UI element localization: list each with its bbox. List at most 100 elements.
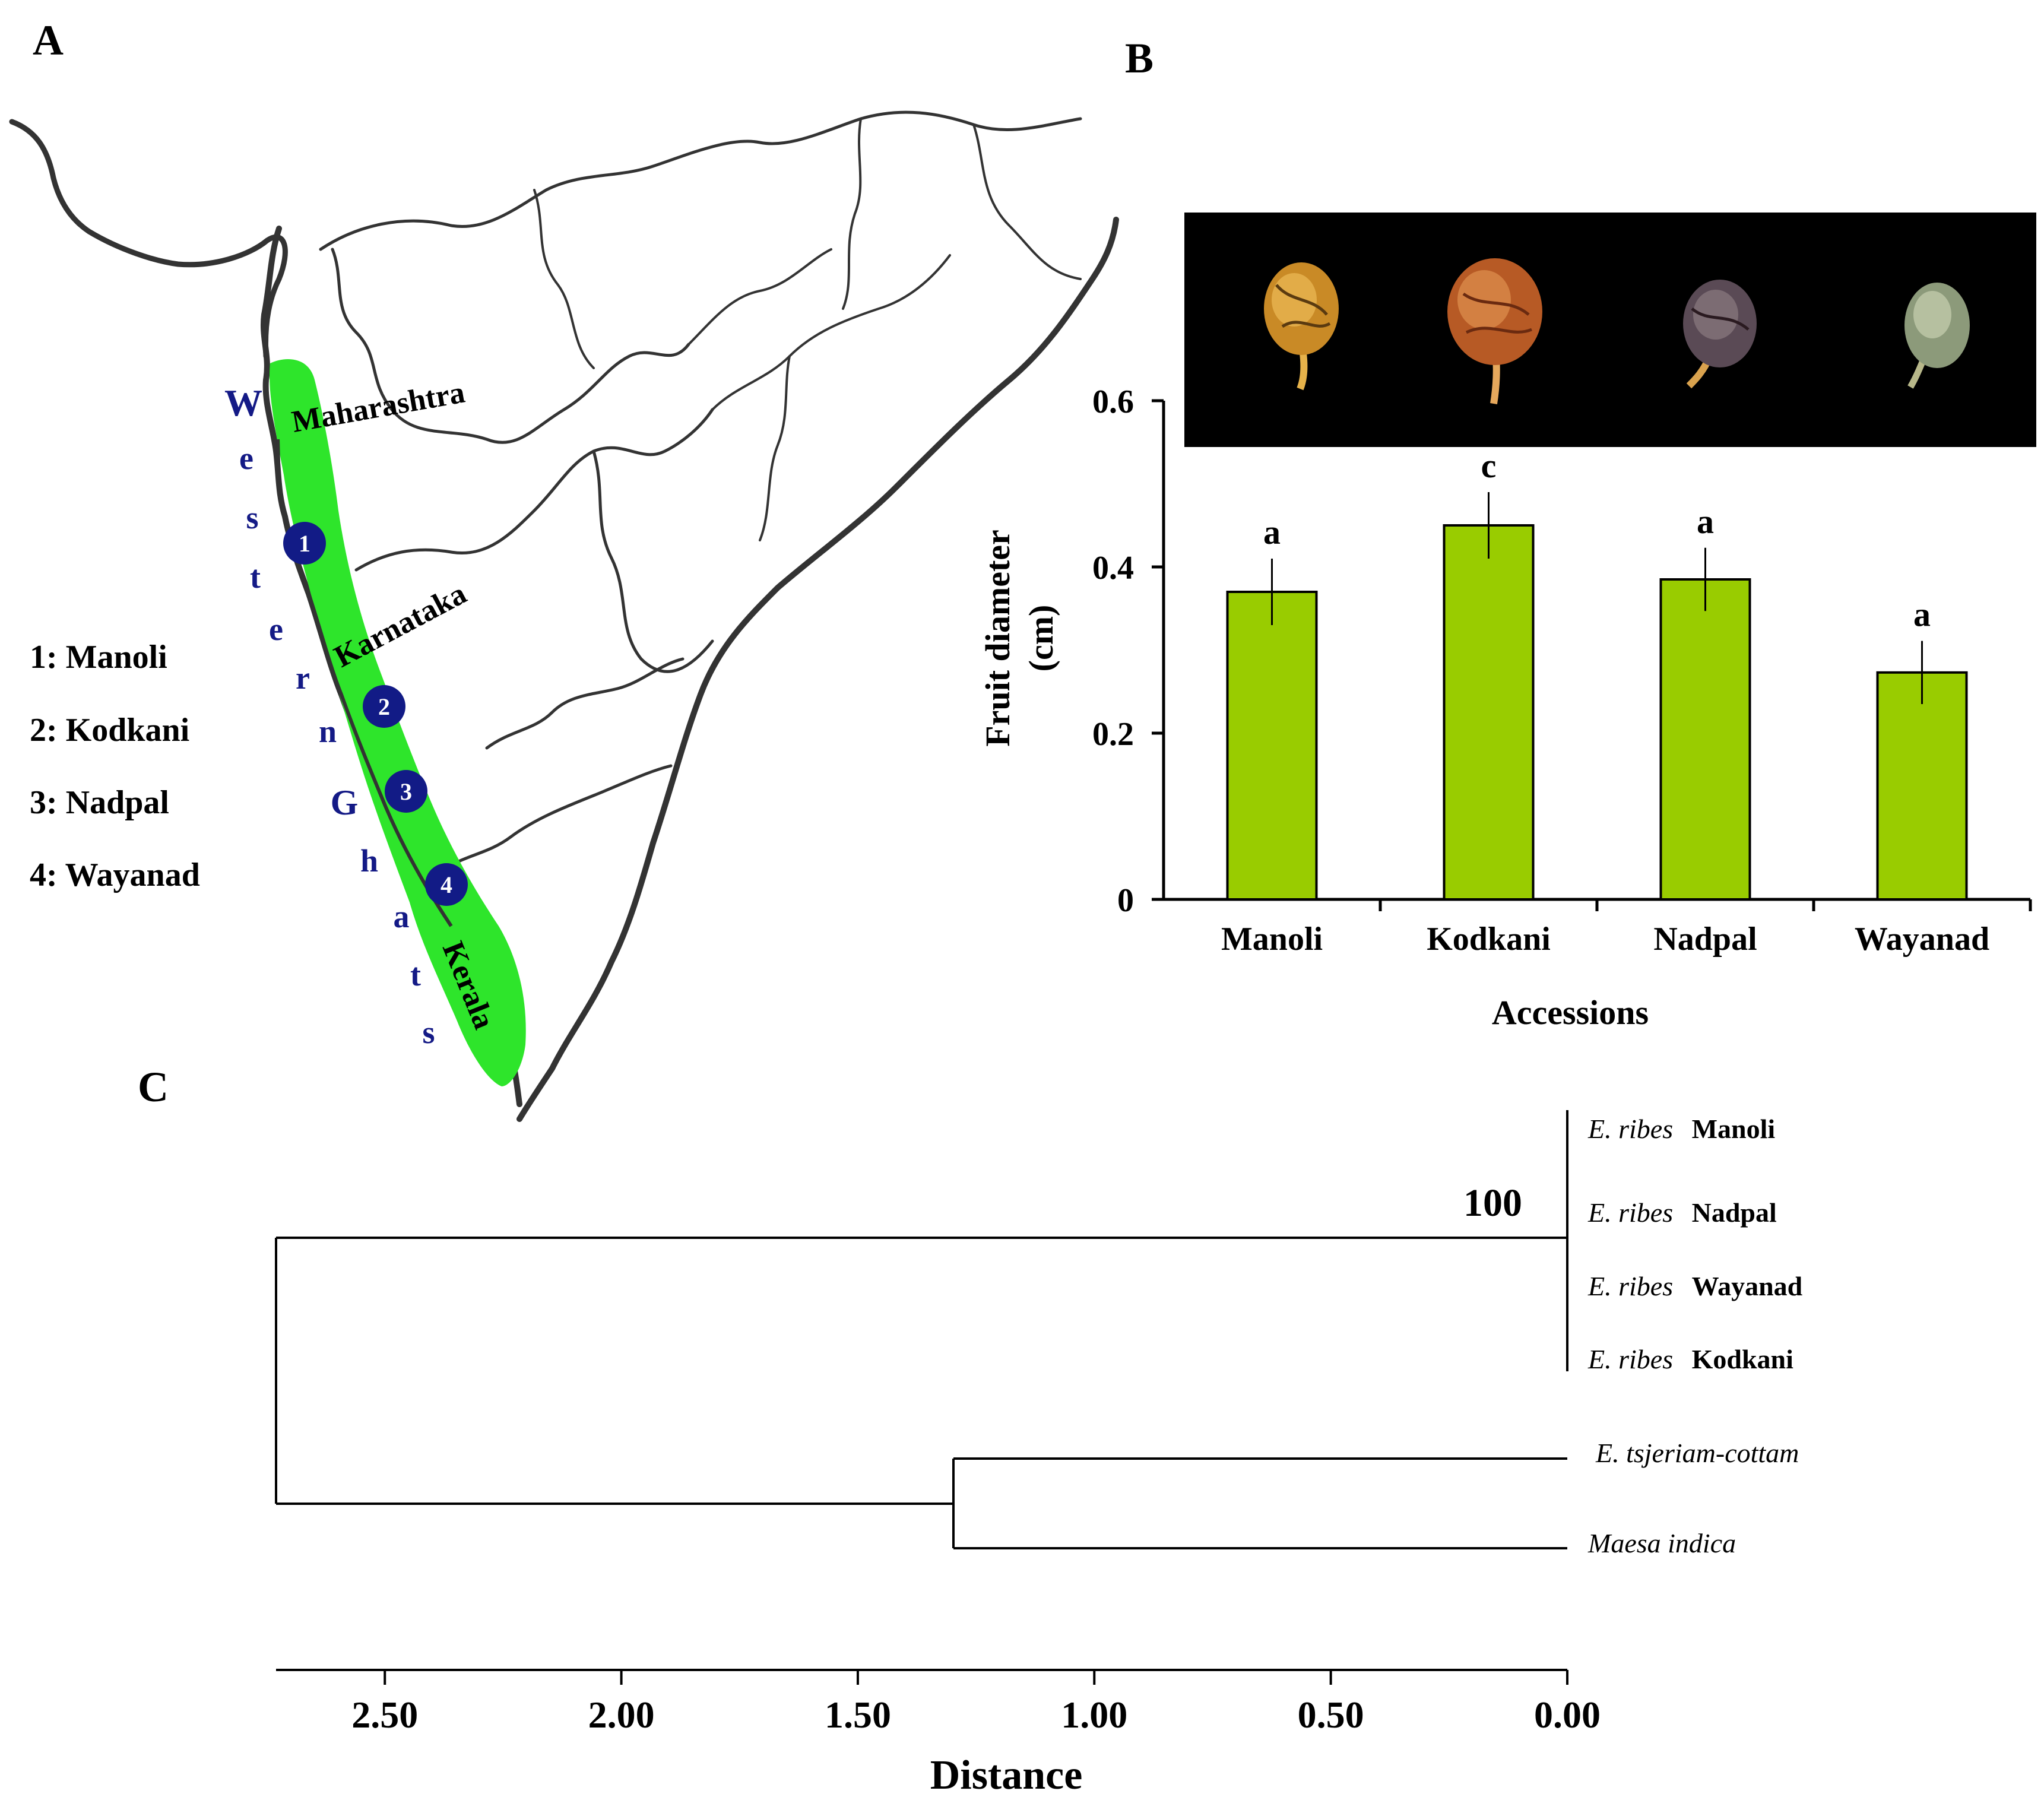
x-axis-label: Accessions — [1492, 993, 1649, 1032]
y-tick-label: 0 — [1117, 882, 1134, 919]
significance-label: a — [1697, 502, 1714, 541]
site-marker-2 — [363, 685, 405, 728]
y-tick-label: 0.6 — [1092, 383, 1134, 420]
border-karnataka — [354, 408, 714, 572]
map-outline — [9, 110, 1119, 1122]
fruit-nadpal-image — [1683, 280, 1757, 389]
leaf-ribes-manoli: E. ribes Manoli — [1587, 1114, 1775, 1144]
y-axis-label-line2: (cm) — [1022, 605, 1060, 672]
category-label: Wayanad — [1855, 921, 1989, 958]
region-letter: e — [239, 440, 253, 476]
site-markers: 1 2 3 4 — [283, 522, 468, 906]
legend-item-manoli: 1: Manoli — [30, 639, 167, 676]
region-letter: e — [269, 611, 283, 647]
border-ap — [592, 449, 714, 673]
leaf-ribes-wayanad: E. ribes Wayanad — [1587, 1271, 1803, 1301]
bar-kodkani — [1443, 524, 1535, 901]
distance-ticks: 2.50 2.00 1.50 1.00 0.50 0.00 — [351, 1670, 1601, 1736]
y-tick-label: 0.2 — [1092, 716, 1134, 753]
site-marker-3 — [385, 770, 427, 813]
bar-chart: 0 0.2 0.4 0.6 a c a a Manoli Kodkani Nadpal Wayan… — [978, 383, 2032, 1032]
bar-wayanad — [1876, 671, 1968, 901]
bar-manoli — [1226, 591, 1318, 901]
region-letter: s — [246, 500, 258, 535]
region-letter: s — [422, 1015, 435, 1050]
leaf-genus: E. ribes — [1587, 1271, 1673, 1301]
leaf-maesa-indica: Maesa indica — [1587, 1528, 1736, 1558]
panel-b: B — [978, 34, 2036, 1032]
leaf-genus: E. ribes — [1587, 1114, 1673, 1144]
leaf-ribes-nadpal: E. ribes Nadpal — [1587, 1197, 1777, 1228]
fruit-photo — [1184, 213, 2036, 447]
dendrogram-tree — [275, 1110, 1568, 1549]
border-inner6 — [687, 248, 832, 346]
site-marker-3-label: 3 — [400, 778, 412, 805]
bars — [1226, 524, 1968, 901]
error-bars — [1271, 492, 1923, 704]
region-label: W e s t e r n G h a t s — [224, 382, 435, 1050]
panel-a: A Maharashtra — [9, 17, 1119, 1122]
border-inner2 — [759, 355, 791, 541]
site-marker-4-label: 4 — [441, 871, 452, 898]
border-inner5 — [972, 123, 1082, 280]
panel-c-label: C — [138, 1063, 169, 1111]
region-letter: G — [331, 783, 359, 822]
category-label: Manoli — [1221, 921, 1323, 958]
category-label: Kodkani — [1427, 921, 1551, 958]
border-inner4 — [533, 189, 595, 369]
site-marker-1 — [283, 522, 326, 565]
significance-label: a — [1913, 595, 1931, 634]
legend-item-nadpal: 3: Nadpal — [30, 784, 169, 821]
region-letter: W — [224, 382, 262, 424]
region-letter: h — [360, 843, 378, 879]
leaf-labels: E. ribes Manoli E. ribes Nadpal E. ribes… — [1587, 1114, 1803, 1558]
distance-axis: 2.50 2.00 1.50 1.00 0.50 0.00 Distance — [276, 1669, 1601, 1794]
border-north — [319, 110, 1082, 251]
border-inner1 — [711, 254, 951, 411]
y-tick-label: 0.4 — [1092, 550, 1134, 587]
leaf-name: Kodkani — [1692, 1344, 1794, 1374]
site-legend: 1: Manoli 2: Kodkani 3: Nadpal 4: Wayana… — [30, 639, 200, 893]
coastline-north — [9, 119, 288, 359]
fruit-kodkani-image — [1447, 258, 1542, 404]
leaf-genus: E. ribes — [1587, 1344, 1673, 1374]
border-kerala — [438, 764, 673, 874]
coastline-west-overlay — [276, 439, 453, 927]
fruit-manoli-image — [1264, 262, 1339, 391]
leaf-genus: E. ribes — [1587, 1197, 1673, 1228]
border-maharashtra — [331, 248, 690, 444]
region-letter: r — [296, 660, 310, 696]
coastline-east — [516, 217, 1119, 1122]
category-labels: Manoli Kodkani Nadpal Wayanad — [1221, 921, 1989, 958]
distance-tick-label: 1.50 — [825, 1694, 891, 1736]
leaf-name: Nadpal — [1692, 1197, 1777, 1228]
site-marker-4 — [425, 863, 468, 906]
category-label: Nadpal — [1653, 921, 1757, 958]
border-tn — [485, 657, 684, 750]
panel-b-label: B — [1125, 34, 1153, 82]
panel-a-label: A — [33, 17, 64, 64]
bootstrap-value: 100 — [1463, 1181, 1522, 1225]
distance-axis-label: Distance — [930, 1752, 1083, 1794]
region-letter: n — [319, 714, 337, 749]
distance-tick-label: 0.50 — [1298, 1694, 1364, 1736]
leaf-ribes-kodkani: E. ribes Kodkani — [1587, 1344, 1793, 1374]
distance-tick-label: 0.00 — [1534, 1694, 1601, 1736]
y-axis-label-line1: Fruit diameter — [978, 530, 1017, 747]
border-inner3 — [842, 118, 862, 310]
fruit-wayanad-image — [1904, 283, 1970, 389]
legend-item-kodkani: 2: Kodkani — [30, 712, 189, 749]
y-ticks: 0 0.2 0.4 0.6 — [1092, 383, 1164, 919]
x-ticks — [1378, 899, 2032, 911]
region-letter: a — [394, 899, 410, 934]
leaf-name: Wayanad — [1692, 1271, 1803, 1301]
region-letter: t — [250, 559, 261, 595]
significance-label: a — [1263, 513, 1281, 551]
region-letter: t — [410, 957, 421, 993]
bar-nadpal — [1659, 578, 1751, 901]
panel-c: C 100 E. ribes Manoli E. ribes Nadpal — [138, 1063, 1803, 1794]
significance-label: c — [1481, 446, 1497, 485]
distance-tick-label: 1.00 — [1061, 1694, 1127, 1736]
leaf-tsjeriam-cottam: E. tsjeriam-cottam — [1595, 1438, 1799, 1468]
